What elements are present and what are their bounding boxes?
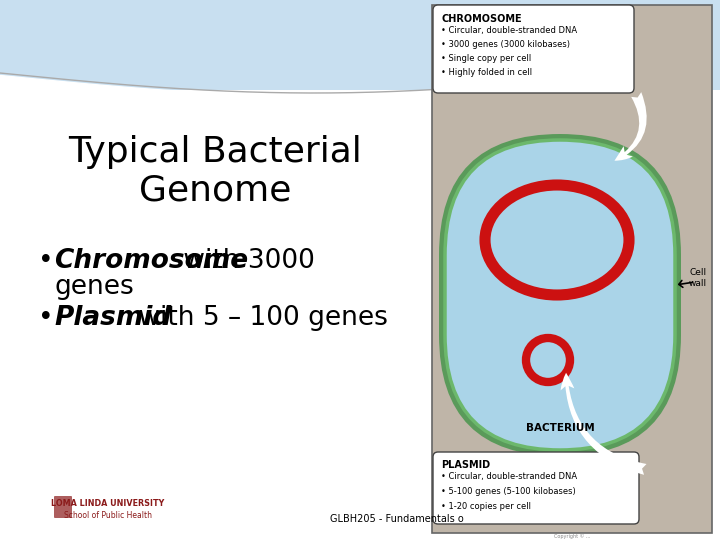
FancyArrowPatch shape (561, 373, 647, 475)
Text: • Circular, double-stranded DNA: • Circular, double-stranded DNA (441, 472, 577, 481)
Text: LOMA LINDA UNIVERSITY: LOMA LINDA UNIVERSITY (51, 500, 165, 509)
Text: • 3000 genes (3000 kilobases): • 3000 genes (3000 kilobases) (441, 40, 570, 49)
Text: with 3000: with 3000 (175, 248, 315, 274)
Text: with 5 – 100 genes: with 5 – 100 genes (130, 305, 388, 331)
FancyArrowPatch shape (614, 92, 647, 161)
Text: Cell
wall: Cell wall (689, 268, 707, 288)
FancyBboxPatch shape (433, 452, 639, 524)
Ellipse shape (485, 185, 629, 295)
FancyBboxPatch shape (445, 140, 675, 450)
Bar (432, 5, 712, 533)
Bar (0, 0, 720, 90)
Text: • 1-20 copies per cell: • 1-20 copies per cell (441, 502, 531, 511)
Circle shape (526, 338, 570, 382)
Text: •: • (38, 305, 53, 331)
Text: • 5-100 genes (5-100 kilobases): • 5-100 genes (5-100 kilobases) (441, 487, 576, 496)
Text: BACTERIUM: BACTERIUM (526, 423, 595, 433)
Text: Chromosome: Chromosome (54, 248, 248, 274)
Text: genes: genes (54, 274, 134, 300)
FancyBboxPatch shape (54, 496, 72, 518)
Text: GLBH205 - Fundamentals o: GLBH205 - Fundamentals o (330, 514, 464, 524)
Text: PLASMID: PLASMID (441, 460, 490, 470)
Text: CHROMOSOME: CHROMOSOME (441, 14, 521, 24)
Text: Copyright © ...: Copyright © ... (554, 533, 590, 539)
Text: Typical Bacterial
Genome: Typical Bacterial Genome (68, 135, 362, 207)
FancyBboxPatch shape (433, 5, 634, 93)
Text: • Single copy per cell: • Single copy per cell (441, 54, 531, 63)
Text: • Circular, double-stranded DNA: • Circular, double-stranded DNA (441, 26, 577, 35)
Text: School of Public Health: School of Public Health (64, 511, 152, 521)
Text: Plasmid: Plasmid (54, 305, 171, 331)
Text: • Highly folded in cell: • Highly folded in cell (441, 68, 532, 77)
Text: •: • (38, 248, 53, 274)
Bar (0, 90, 720, 540)
FancyBboxPatch shape (439, 134, 681, 456)
